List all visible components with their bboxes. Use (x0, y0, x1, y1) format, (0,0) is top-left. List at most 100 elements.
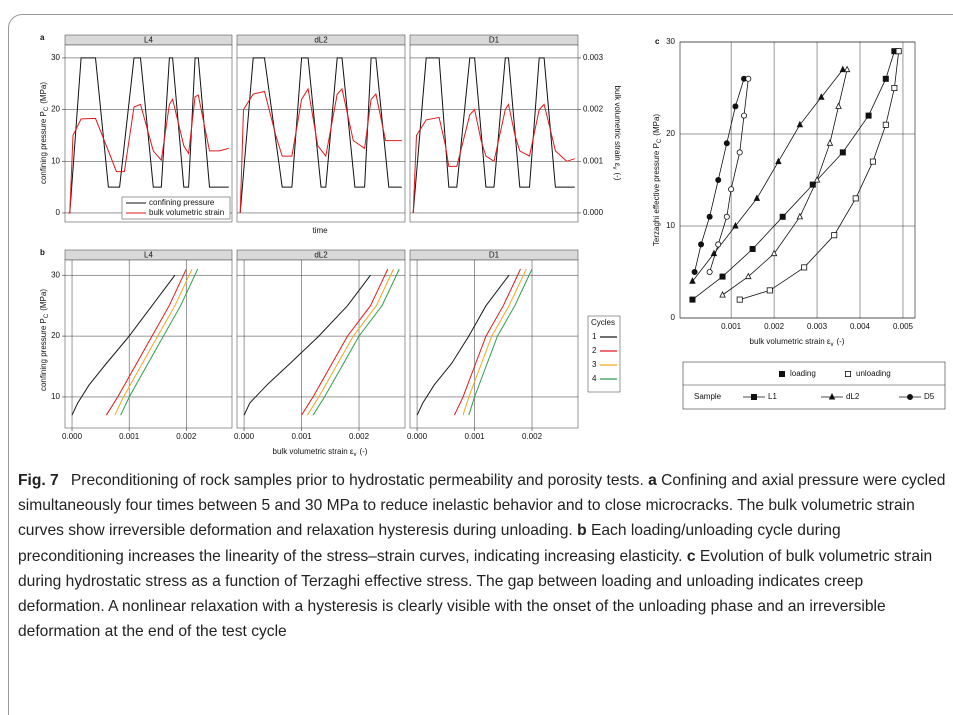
marker (818, 93, 825, 100)
legend-label: unloading (856, 369, 891, 378)
panel-label: a (40, 33, 45, 42)
axis-label: confining pressure PC (MPa) (39, 289, 49, 391)
axis-label-sub: C (44, 106, 50, 111)
axis-label-unit: (-) (359, 447, 367, 456)
y-tick-label: 30 (51, 53, 60, 62)
marker (826, 139, 834, 146)
y-tick-label: 20 (666, 129, 675, 138)
legend-marker (907, 393, 914, 400)
y-tick-label: 20 (51, 331, 60, 340)
caption-label: a (648, 472, 657, 489)
data-line (312, 268, 400, 416)
y-tick-label: 10 (51, 156, 60, 165)
axis-label-unit: (MPa) (39, 289, 48, 311)
marker (698, 241, 705, 248)
marker (882, 121, 889, 128)
axis-label-sub: v (830, 342, 833, 348)
y-tick-label: 0 (56, 208, 61, 217)
axis-label-unit: (-) (613, 172, 622, 180)
marker (882, 75, 889, 82)
figure-frame (8, 14, 953, 715)
data-line (306, 268, 394, 416)
y2-tick-label: 0.003 (583, 53, 604, 62)
facet-title: L4 (144, 36, 153, 45)
caption-text: Evolution of bulk volumetric strain duri… (18, 547, 933, 641)
marker (745, 75, 752, 82)
axis-label-text: confining pressure P (39, 318, 48, 391)
x-tick-label: 0.001 (292, 432, 313, 441)
x-tick-label: 0.005 (893, 322, 914, 331)
legend-title: Cycles (591, 318, 615, 327)
legend-box (121, 196, 231, 220)
marker (831, 232, 838, 239)
x-tick-label: 0.002 (349, 432, 370, 441)
legend-marker (828, 393, 836, 400)
plot-area (64, 259, 233, 429)
marker (891, 85, 898, 92)
marker (706, 268, 713, 275)
caption: Fig. 7 Preconditioning of rock samples p… (18, 468, 946, 644)
legend-box (682, 361, 946, 410)
y-tick-label: 10 (666, 221, 675, 230)
axis-label: confining pressure PC (MPa) (39, 82, 49, 184)
axis-label-text: bulk volumetric strain ε (750, 337, 831, 346)
x-tick-label: 0.002 (764, 322, 785, 331)
marker (813, 176, 821, 183)
y-tick-label: 30 (666, 37, 675, 46)
axis-label-unit: (MPa) (39, 82, 48, 104)
x-tick-label: 0.000 (234, 432, 255, 441)
axis-label-sub: v (353, 452, 356, 458)
x-tick-label: 0.002 (522, 432, 543, 441)
marker (719, 291, 726, 298)
x-tick-label: 0.001 (465, 432, 486, 441)
caption-label: b (577, 522, 587, 540)
data-line (453, 268, 521, 416)
marker (741, 112, 748, 119)
marker (801, 264, 808, 271)
x-tick-label: 0.002 (176, 432, 197, 441)
legend-title: Sample (694, 392, 722, 401)
marker (689, 277, 696, 284)
x-tick-label: 0.001 (119, 432, 140, 441)
axis-label-text: Terzaghi effective pressure P (652, 143, 661, 246)
data-line (468, 268, 533, 416)
legend-label: 2 (592, 346, 597, 355)
axis-label: Terzaghi effective pressure PC (MPa) (652, 114, 662, 246)
caption-label: Fig. 7 (18, 472, 59, 489)
axis-label-text: bulk volumetric strain ε (613, 86, 622, 167)
data-line (239, 87, 402, 214)
facet-title: dL2 (314, 251, 328, 260)
data-line (301, 268, 389, 416)
x-tick-label: 0.000 (407, 432, 428, 441)
marker (775, 157, 782, 165)
data-line (412, 103, 575, 214)
marker (839, 149, 846, 156)
panel-label: c (655, 37, 660, 46)
facet-title: D1 (489, 36, 500, 45)
plot-area (236, 44, 406, 223)
marker (852, 195, 859, 202)
data-line (416, 274, 510, 416)
data-line (692, 69, 844, 282)
data-line (239, 57, 402, 214)
plot-area (409, 44, 579, 223)
legend-label: L1 (768, 392, 777, 401)
marker (719, 273, 726, 280)
data-line (71, 274, 176, 416)
axis-label-sub: C (657, 138, 663, 143)
axis-label-unit: (-) (836, 337, 844, 346)
data-line (68, 57, 229, 214)
caption-text: Preconditioning of rock samples prior to… (70, 472, 644, 489)
marker (732, 222, 739, 229)
marker (779, 213, 786, 220)
y2-tick-label: 0.002 (583, 105, 604, 114)
y2-tick-label: 0.001 (583, 156, 604, 165)
marker (753, 194, 761, 201)
legend-label: confining pressure (149, 198, 215, 207)
marker (732, 103, 739, 110)
marker (706, 213, 713, 220)
legend-marker (751, 393, 758, 400)
axis-label-sub: v (611, 166, 617, 169)
axis-label: bulk volumetric strain εv(-) (273, 447, 368, 457)
axis-label-unit: (MPa) (652, 114, 661, 136)
